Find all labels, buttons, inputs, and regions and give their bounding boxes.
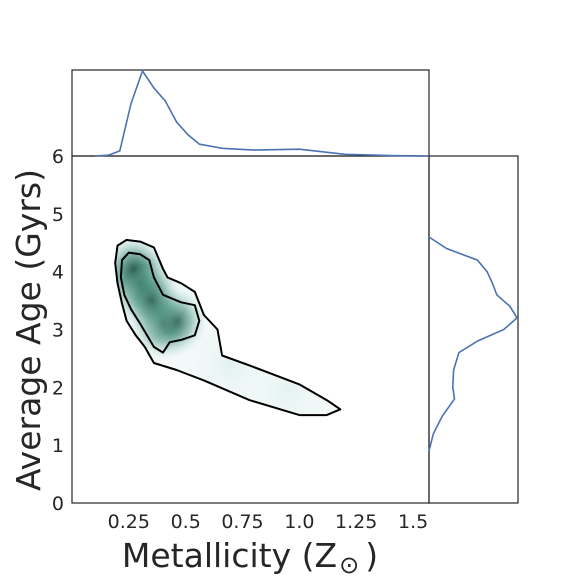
x-tick-label: 0.25: [108, 511, 150, 533]
x-axis-ticks: 0.25 0.5 0.75 1.0 1.25 1.5: [108, 511, 429, 533]
main-plot-frame: [71, 155, 430, 504]
top-marginal-curve: [94, 69, 430, 157]
density-peak-6: [248, 346, 328, 416]
y-tick-label: 5: [52, 204, 64, 226]
y-tick-label: 3: [52, 320, 64, 342]
outer-contour: [114, 238, 342, 417]
y-axis-title: Average Age (Gyrs): [9, 169, 48, 491]
x-axis-title-text: Metallicity (Z: [122, 536, 337, 575]
y-tick-label: 2: [52, 377, 64, 399]
y-tick-label: 1: [52, 435, 64, 457]
y-tick-label: 4: [52, 262, 64, 284]
x-tick-label: 0.75: [221, 511, 263, 533]
top-marginal-frame: [71, 69, 430, 157]
y-tick-label: 0: [52, 493, 64, 515]
right-marginal-curve: [428, 236, 519, 452]
y-tick-label: 6: [52, 146, 64, 168]
x-tick-label: 1.5: [398, 511, 428, 533]
y-axis-ticks: 0 1 2 3 4 5 6: [52, 146, 64, 515]
x-tick-label: 1.25: [335, 511, 377, 533]
x-axis-title-close: ): [365, 536, 378, 575]
density-layer: [115, 239, 341, 416]
density-peak-4: [118, 264, 185, 337]
sun-symbol: ⊙: [339, 551, 359, 576]
x-axis-title: Metallicity (Z⊙): [122, 536, 378, 576]
x-tick-label: 1.0: [284, 511, 314, 533]
right-marginal-frame: [428, 155, 519, 504]
x-tick-label: 0.5: [171, 511, 201, 533]
inner-contour: [119, 251, 201, 354]
